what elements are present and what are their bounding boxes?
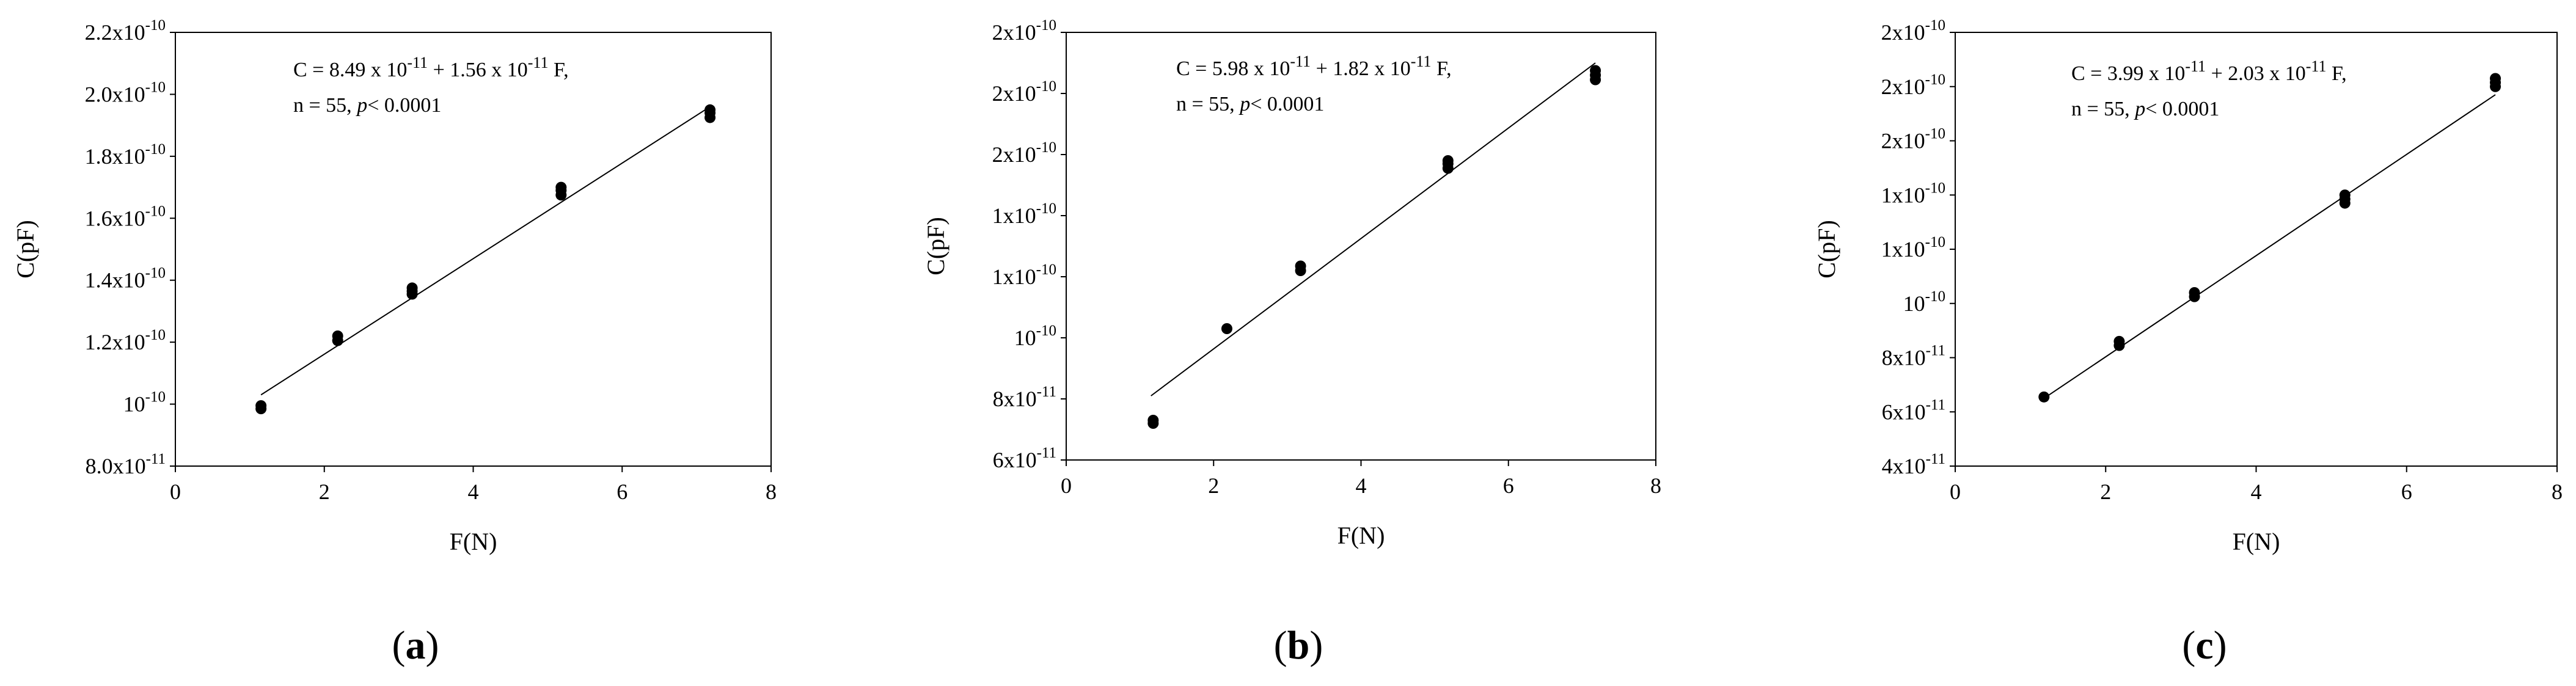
x-tick-label: 8 (2552, 480, 2563, 504)
y-tick-label: 2x10-10 (1881, 71, 1945, 99)
y-tick-label: 8x10-11 (1882, 343, 1945, 370)
y-axis-title: C(pF) (12, 220, 39, 279)
y-tick-label: 1x10-10 (992, 261, 1056, 289)
x-tick-label: 8 (766, 480, 777, 504)
data-point (1590, 65, 1601, 76)
y-tick-label: 10-10 (1903, 288, 1945, 316)
data-point (1221, 323, 1232, 334)
x-tick-label: 0 (170, 480, 181, 504)
x-axis-title: F(N) (2233, 528, 2280, 555)
regression-line (2043, 94, 2496, 399)
y-tick-label: 1x10-10 (992, 200, 1056, 228)
x-tick-label: 6 (2401, 480, 2412, 504)
y-tick-label: 6x10-11 (1882, 396, 1945, 424)
regression-equation: C = 3.99 x 10-11 + 2.03 x 10-11 F, (2071, 57, 2347, 86)
y-tick-label: 2x10-10 (1881, 126, 1945, 153)
y-tick-label: 8.0x10-11 (86, 451, 166, 478)
y-tick-label: 1.6x10-10 (85, 203, 166, 230)
plot-frame (1066, 32, 1656, 461)
plot-frame (175, 32, 772, 467)
y-tick-label: 2x10-10 (992, 78, 1056, 106)
y-tick-label: 6x10-11 (993, 445, 1056, 472)
data-point (332, 330, 343, 341)
x-tick-label: 2 (1208, 473, 1219, 498)
data-point (1147, 415, 1159, 426)
x-tick-label: 0 (1950, 480, 1961, 504)
data-point (2339, 189, 2351, 201)
x-tick-label: 2 (2100, 480, 2111, 504)
regression-equation: C = 5.98 x 10-11 + 1.82 x 10-11 F, (1176, 53, 1452, 81)
y-tick-label: 1.2x10-10 (85, 327, 166, 354)
data-point (2038, 391, 2050, 403)
x-tick-label: 2 (319, 480, 330, 504)
data-point (2189, 287, 2200, 298)
data-point (255, 400, 267, 412)
regression-stats: n = 55, p< 0.0001 (2071, 98, 2219, 120)
x-tick-label: 6 (1503, 473, 1514, 498)
regression-line (1151, 62, 1596, 396)
y-tick-label: 8x10-11 (993, 384, 1056, 411)
y-tick-label: 4x10-11 (1882, 451, 1945, 478)
x-tick-label: 4 (1356, 473, 1367, 498)
y-tick-label: 1x10-10 (1881, 180, 1945, 207)
data-point (406, 282, 418, 294)
y-tick-label: 10-10 (123, 389, 166, 417)
panel-label: (c) (2182, 623, 2227, 668)
chart-panel-a: 8.0x10-11 10-10 1.2x10-10 1.4x10-10 1.6x10-1… (12, 17, 777, 668)
regression-line (260, 106, 711, 396)
regression-equation: C = 8.49 x 10-11 + 1.56 x 10-11 F, (293, 54, 569, 82)
y-tick-label: 1.4x10-10 (85, 265, 166, 293)
x-tick-label: 4 (2251, 480, 2262, 504)
x-axis-title: F(N) (450, 528, 497, 555)
y-axis-title: C(pF) (922, 217, 950, 275)
x-tick-label: 8 (1650, 473, 1661, 498)
x-tick-label: 6 (617, 480, 628, 504)
y-tick-label: 10-10 (1014, 323, 1056, 350)
data-point (2490, 73, 2501, 84)
y-axis-title: C(pF) (1813, 220, 1840, 279)
data-point (704, 104, 716, 115)
chart-panel-b: 6x10-11 8x10-11 10-10 1x10-10 1x10-10 2x10-10… (922, 17, 1661, 668)
y-tick-label: 2x10-10 (992, 17, 1056, 45)
y-tick-label: 1x10-10 (1881, 234, 1945, 261)
y-tick-label: 2.2x10-10 (85, 17, 166, 45)
panel-label: (a) (392, 623, 439, 668)
chart-panel-c: 4x10-11 6x10-11 8x10-11 10-10 1x10-10 1x10-10… (1813, 17, 2563, 668)
regression-stats: n = 55, p< 0.0001 (293, 94, 441, 117)
x-axis-title: F(N) (1337, 522, 1385, 549)
regression-stats: n = 55, p< 0.0001 (1176, 93, 1324, 115)
y-tick-label: 2.0x10-10 (85, 79, 166, 106)
y-tick-label: 1.8x10-10 (85, 141, 166, 169)
data-point (1295, 260, 1306, 272)
y-tick-label: 2x10-10 (992, 139, 1056, 167)
data-point (2113, 335, 2125, 347)
y-tick-label: 2x10-10 (1881, 17, 1945, 45)
data-point (1442, 155, 1454, 166)
data-point (555, 181, 567, 193)
x-tick-label: 0 (1061, 473, 1072, 498)
x-tick-label: 4 (468, 480, 479, 504)
panel-label: (b) (1274, 623, 1323, 668)
